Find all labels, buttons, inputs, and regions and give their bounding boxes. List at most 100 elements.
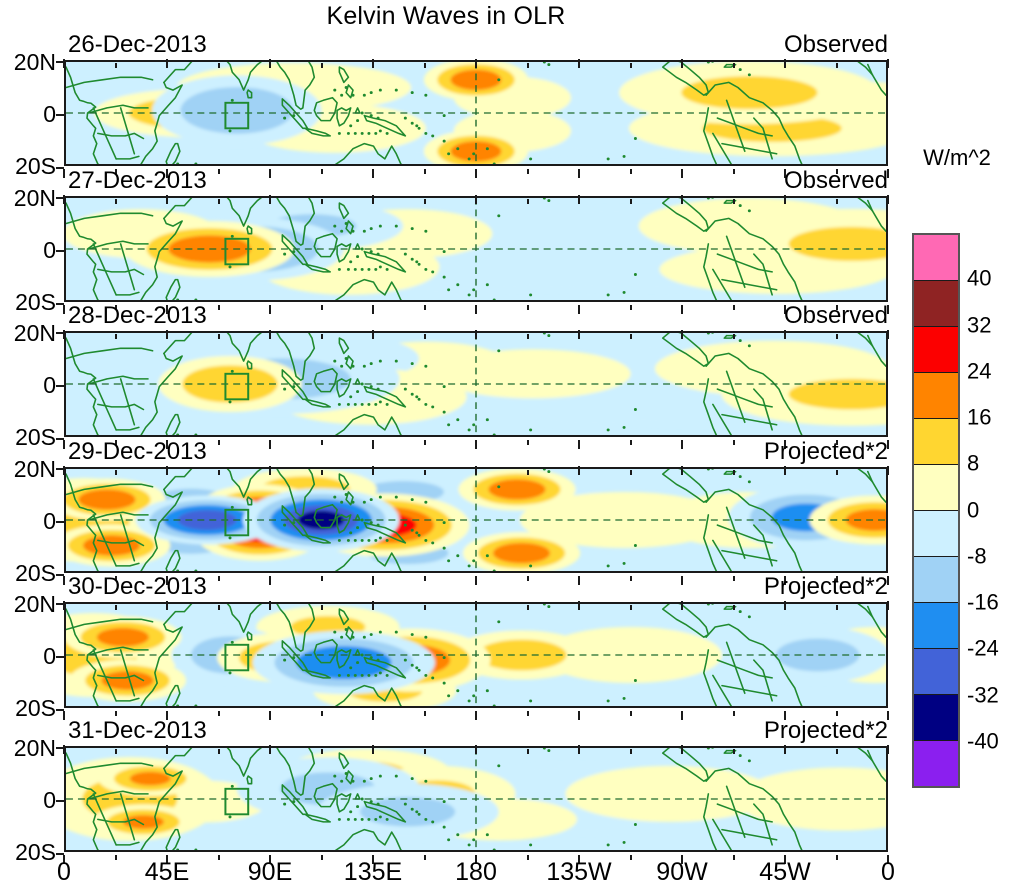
contour-band [488, 479, 546, 500]
x-tick-mark [114, 440, 117, 445]
colorbar-unit-label: W/m^2 [923, 145, 991, 170]
x-tick-mark [732, 440, 735, 445]
x-tick-mark [320, 199, 323, 204]
x-tick-mark [732, 749, 735, 754]
colorbar-band [914, 511, 958, 557]
map-frame [64, 602, 888, 708]
panel-header: 27-Dec-2013 Observed [64, 167, 888, 195]
contour-band [775, 638, 860, 672]
y-tick-mark [56, 468, 64, 470]
y-tick-mark [56, 114, 64, 116]
contour-band [182, 365, 278, 403]
x-tick-mark [732, 63, 735, 68]
x-tick-mark [681, 711, 683, 720]
y-axis-labels: 20N 0 20S [0, 458, 62, 585]
x-tick-mark [63, 440, 65, 449]
y-tick-label: 20S [15, 695, 56, 721]
x-tick-mark [269, 576, 271, 585]
x-tick-mark [732, 855, 735, 860]
x-tick-mark [526, 440, 529, 445]
island-markers [176, 469, 751, 571]
contour-band [360, 797, 456, 827]
panel-header: 31-Dec-2013 Projected*2 [64, 717, 888, 745]
x-tick-mark [320, 470, 323, 475]
map-canvas [66, 333, 886, 435]
x-tick-mark [732, 305, 735, 310]
x-tick-mark [63, 855, 65, 864]
x-tick-mark [784, 169, 786, 178]
colorbar-tick-label: 8 [967, 450, 980, 476]
map-canvas [66, 604, 886, 706]
map-panel-3: 28-Dec-2013 Observed 20N 0 20S [0, 302, 892, 449]
y-tick-label: 20N [13, 735, 56, 761]
contour-band [129, 771, 171, 786]
map-clip [66, 604, 886, 706]
x-tick-mark [423, 749, 426, 754]
x-tick-mark [732, 470, 735, 475]
x-tick-mark [114, 305, 117, 310]
x-tick-mark [63, 466, 65, 475]
x-tick-mark [887, 711, 889, 720]
x-tick-mark [526, 470, 529, 475]
x-tick-mark [681, 855, 683, 864]
island-markers [176, 333, 751, 435]
x-tick-mark [526, 576, 529, 581]
x-tick-mark [372, 330, 374, 339]
colorbar-strip [912, 233, 960, 788]
y-tick-label: 0 [43, 101, 56, 127]
y-axis-labels: 20N 0 20S [0, 737, 62, 864]
x-tick-mark [578, 195, 580, 204]
x-tick-mark [166, 440, 168, 449]
y-tick-label: 0 [43, 787, 56, 813]
x-axis-tick-label: 45W [759, 858, 811, 886]
x-tick-mark [423, 605, 426, 610]
x-tick-mark [629, 855, 632, 860]
x-tick-mark [835, 470, 838, 475]
coastlines [66, 198, 886, 300]
y-tick-mark [56, 574, 64, 576]
y-tick-mark [56, 197, 64, 199]
x-tick-mark [681, 305, 683, 314]
x-tick-mark [320, 334, 323, 339]
y-tick-mark [56, 250, 64, 252]
x-tick-mark [166, 855, 168, 864]
y-tick-label: 0 [43, 372, 56, 398]
map-clip [66, 469, 886, 571]
x-tick-mark [372, 169, 374, 178]
contour-band [96, 627, 149, 647]
x-tick-mark [475, 305, 477, 314]
x-tick-mark [578, 745, 580, 754]
y-tick-label: 20N [13, 49, 56, 75]
x-tick-mark [835, 199, 838, 204]
x-axis-labels: 0 45E 90E 135E 180 135W 90W 45W 0 [57, 858, 895, 887]
x-tick-mark [732, 199, 735, 204]
x-tick-mark [63, 745, 65, 754]
y-tick-mark [56, 61, 64, 63]
map-canvas [66, 748, 886, 850]
x-tick-mark [269, 601, 271, 610]
y-tick-label: 20N [13, 591, 56, 617]
x-tick-mark [629, 440, 632, 445]
x-tick-mark [217, 749, 220, 754]
x-tick-mark [887, 466, 889, 475]
x-tick-mark [269, 466, 271, 475]
panel-header: 28-Dec-2013 Observed [64, 302, 888, 330]
y-axis-labels: 20N 0 20S [0, 322, 62, 449]
colorbar-tick-label: 0 [967, 496, 980, 522]
x-tick-mark [732, 711, 735, 716]
x-tick-mark [372, 59, 374, 68]
coastlines [66, 62, 886, 164]
x-tick-mark [269, 711, 271, 720]
x-tick-mark [63, 576, 65, 585]
panel-date-label: 29-Dec-2013 [68, 438, 207, 465]
x-tick-mark [475, 601, 477, 610]
x-tick-mark [784, 745, 786, 754]
x-tick-mark [629, 749, 632, 754]
y-tick-label: 0 [43, 643, 56, 669]
x-axis-tick-label: 90W [656, 858, 708, 886]
x-tick-mark [475, 330, 477, 339]
x-tick-mark [166, 466, 168, 475]
y-axis-labels: 20N 0 20S [0, 593, 62, 720]
contour-band [493, 542, 551, 564]
